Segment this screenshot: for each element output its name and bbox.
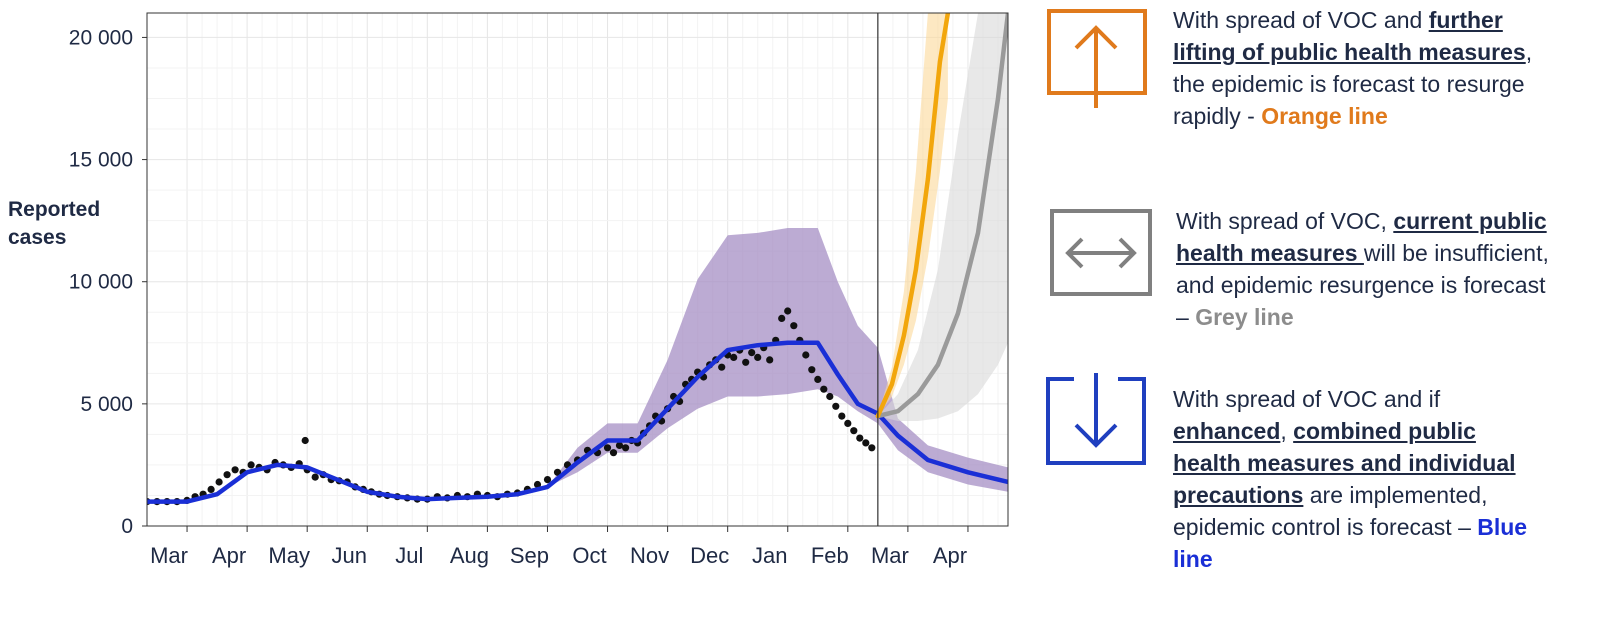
data-point: [826, 392, 834, 401]
band-grey-line: [877, 13, 1008, 421]
x-tick-label: Aug: [450, 543, 489, 568]
data-point: [808, 366, 816, 374]
blue-text-bold-2: combined public health measures and indi…: [1173, 418, 1516, 508]
orange-text-1: With spread of VOC and: [1173, 7, 1429, 33]
x-tick-label: Jul: [395, 543, 423, 568]
data-point: [778, 314, 786, 322]
data-point: [784, 307, 792, 315]
plot-border: [146, 12, 1009, 527]
data-point: [754, 353, 762, 361]
x-tick-label: Apr: [212, 543, 246, 568]
data-point: [603, 444, 612, 452]
data-point: [868, 444, 876, 452]
orange-text-2: , the epidemic is forecast to resurge ra…: [1173, 39, 1533, 129]
data-point: [832, 402, 840, 410]
data-point: [533, 480, 542, 489]
data-point: [207, 485, 215, 493]
data-point: [609, 449, 618, 457]
x-tick-label: Mar: [871, 543, 909, 568]
data-point: [622, 444, 630, 452]
data-point: [247, 461, 255, 469]
data-point: [730, 353, 738, 361]
x-tick-label: May: [268, 543, 310, 568]
x-tick-label: Apr: [933, 543, 967, 568]
band-orange-line: [877, 13, 948, 417]
data-point: [862, 439, 870, 447]
uncertainty-bands: [147, 13, 1008, 502]
grey-line-tag: Grey line: [1195, 304, 1294, 330]
blue-line-tag: Blue line: [1173, 514, 1528, 572]
y-tick-label: 20 000: [69, 26, 133, 49]
blue-text-2: ,: [1280, 418, 1294, 444]
data-point: [301, 436, 309, 445]
line-grey-line: [875, 13, 1008, 419]
chart: 0 5 000 10 000 15 000 20 000 Mar Apr May Jun Jul…: [69, 12, 1009, 568]
x-tick-label: Jun: [332, 543, 367, 568]
grey-text-bold: current public health measures: [1176, 208, 1547, 266]
x-tick-label: Nov: [630, 543, 669, 568]
y-tick-label: 10 000: [69, 271, 133, 294]
y-tick-label: 15 000: [69, 149, 133, 172]
data-point: [615, 441, 624, 449]
data-point: [223, 471, 231, 479]
data-point: [856, 434, 864, 442]
band-blue-line: [147, 228, 1008, 502]
blue-text-3: are implemented, epidemic control is for…: [1173, 482, 1488, 540]
data-point: [215, 478, 223, 486]
arrow-down-icon: [1046, 373, 1146, 465]
line-blue-line: [147, 340, 1008, 504]
blue-text-bold-1: enhanced: [1173, 418, 1281, 444]
y-axis-title-line2: cases: [8, 226, 67, 249]
data-point: [718, 363, 726, 371]
x-tick-label: Mar: [150, 543, 188, 568]
data-point: [311, 473, 319, 481]
data-point: [850, 427, 858, 435]
x-tick-label: Feb: [811, 543, 849, 568]
data-point: [766, 356, 774, 364]
orange-line-tag: Orange line: [1261, 103, 1388, 129]
x-axis: Mar Apr May Jun Jul Aug Sep Oct Nov Dec Jan Feb Mar A…: [150, 526, 969, 568]
data-point: [742, 358, 750, 366]
y-axis-title: Reported cases: [8, 196, 100, 252]
data-point: [553, 468, 562, 476]
data-point: [844, 419, 852, 427]
data-point: [748, 349, 756, 357]
data-point: [814, 375, 822, 383]
data-point: [820, 385, 828, 393]
y-tick-label: 5 000: [80, 393, 133, 416]
data-point: [790, 322, 798, 330]
x-tick-label: Jan: [752, 543, 787, 568]
data-point: [838, 412, 846, 420]
y-tick-label: 0: [121, 515, 133, 538]
arrow-left-right-icon: [1050, 209, 1152, 296]
series-lines: [147, 13, 1008, 504]
line-orange-line: [875, 13, 951, 419]
x-tick-label: Dec: [690, 543, 729, 568]
y-axis-title-line1: Reported: [8, 198, 101, 221]
y-axis: 0 5 000 10 000 15 000 20 000: [69, 26, 147, 538]
x-tick-label: Oct: [572, 543, 606, 568]
x-tick-label: Sep: [510, 543, 549, 568]
data-point: [543, 476, 552, 484]
arrow-up-icon: [1047, 9, 1147, 108]
grey-text-2: will be insufficient, and epidemic resur…: [1176, 240, 1549, 330]
orange-text-bold: further lifting of public health measure…: [1173, 7, 1526, 65]
grey-text-1: With spread of VOC,: [1176, 208, 1394, 234]
data-point: [231, 466, 239, 474]
blue-text-1: With spread of VOC and if: [1173, 386, 1441, 412]
data-point: [802, 351, 810, 359]
